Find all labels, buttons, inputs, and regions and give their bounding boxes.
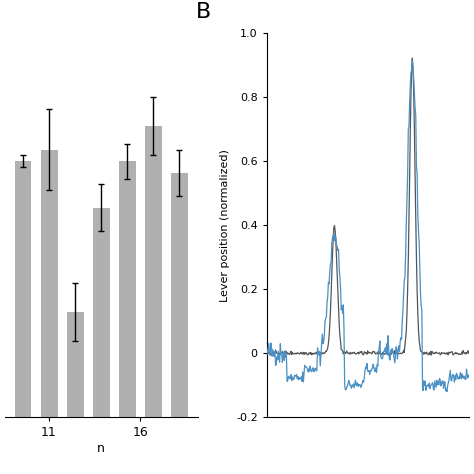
- Bar: [93, 208, 109, 474]
- Bar: [119, 161, 136, 474]
- Bar: [41, 149, 57, 474]
- Bar: [171, 173, 188, 474]
- Bar: [67, 312, 83, 474]
- Text: B: B: [196, 2, 211, 22]
- Bar: [145, 126, 162, 474]
- Y-axis label: Lever position (normalized): Lever position (normalized): [220, 149, 230, 301]
- Bar: [15, 161, 31, 474]
- X-axis label: n: n: [97, 442, 105, 455]
